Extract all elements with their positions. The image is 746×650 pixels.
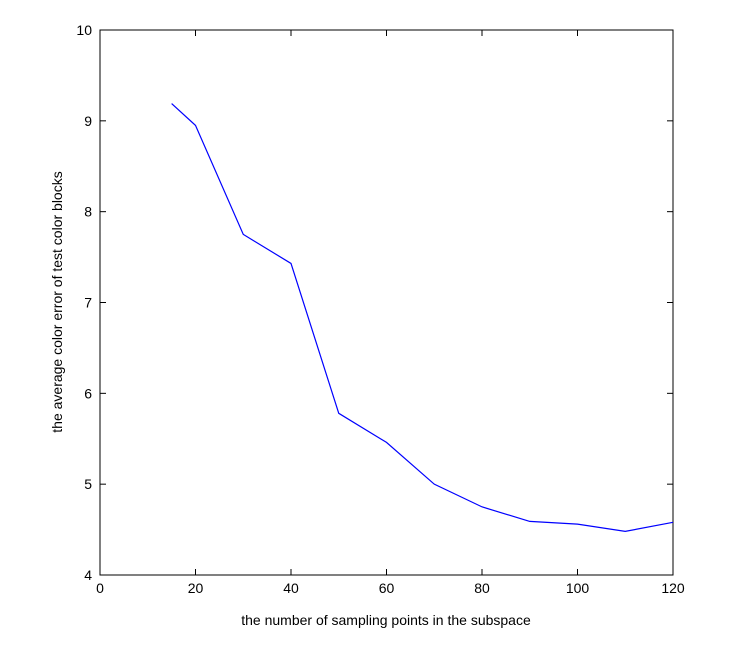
y-tick-label: 9 [84,113,92,129]
x-axis-label: the number of sampling points in the sub… [241,612,531,628]
plot-frame [99,29,674,576]
y-tick-label: 6 [84,385,92,401]
y-tick-label: 5 [84,476,92,492]
y-tick-label: 8 [84,204,92,220]
x-tick-label: 100 [566,580,590,596]
x-tick-label: 120 [661,580,685,596]
y-tick-label: 10 [76,22,92,38]
x-tick-label: 0 [96,580,104,596]
y-tick-label: 7 [84,295,92,311]
x-tick-label: 40 [283,580,299,596]
x-tick-label: 80 [474,580,490,596]
y-axis-label: the average color error of test color bl… [49,171,65,432]
x-tick-label: 20 [188,580,204,596]
x-tick-label: 60 [379,580,395,596]
data-line [171,103,674,533]
y-tick-label: 4 [84,567,92,583]
